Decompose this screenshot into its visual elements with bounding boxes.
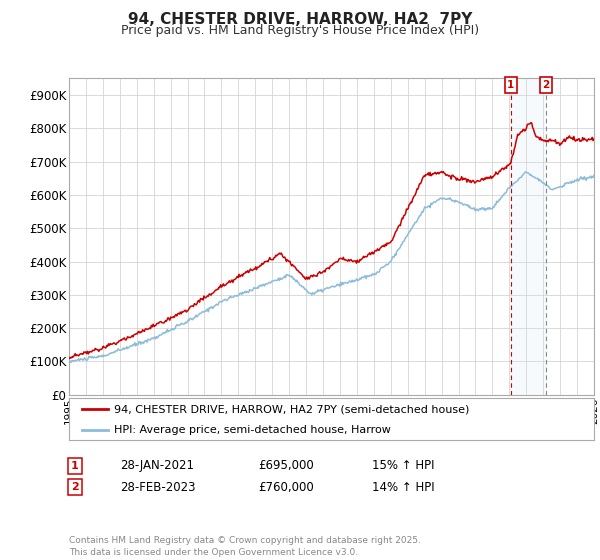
Text: £695,000: £695,000: [258, 459, 314, 473]
Text: 1: 1: [71, 461, 79, 471]
Text: 94, CHESTER DRIVE, HARROW, HA2  7PY: 94, CHESTER DRIVE, HARROW, HA2 7PY: [128, 12, 472, 27]
Text: HPI: Average price, semi-detached house, Harrow: HPI: Average price, semi-detached house,…: [113, 426, 391, 435]
Text: 2: 2: [542, 80, 550, 90]
Text: 1: 1: [507, 80, 514, 90]
Bar: [511, 78, 546, 395]
Text: £760,000: £760,000: [258, 480, 314, 494]
Text: Price paid vs. HM Land Registry's House Price Index (HPI): Price paid vs. HM Land Registry's House …: [121, 24, 479, 37]
Text: 94, CHESTER DRIVE, HARROW, HA2 7PY (semi-detached house): 94, CHESTER DRIVE, HARROW, HA2 7PY (semi…: [113, 404, 469, 414]
Text: 28-FEB-2023: 28-FEB-2023: [120, 480, 196, 494]
Text: 28-JAN-2021: 28-JAN-2021: [120, 459, 194, 473]
Text: 14% ↑ HPI: 14% ↑ HPI: [372, 480, 434, 494]
Text: Contains HM Land Registry data © Crown copyright and database right 2025.
This d: Contains HM Land Registry data © Crown c…: [69, 536, 421, 557]
Text: 15% ↑ HPI: 15% ↑ HPI: [372, 459, 434, 473]
Text: 2: 2: [71, 482, 79, 492]
